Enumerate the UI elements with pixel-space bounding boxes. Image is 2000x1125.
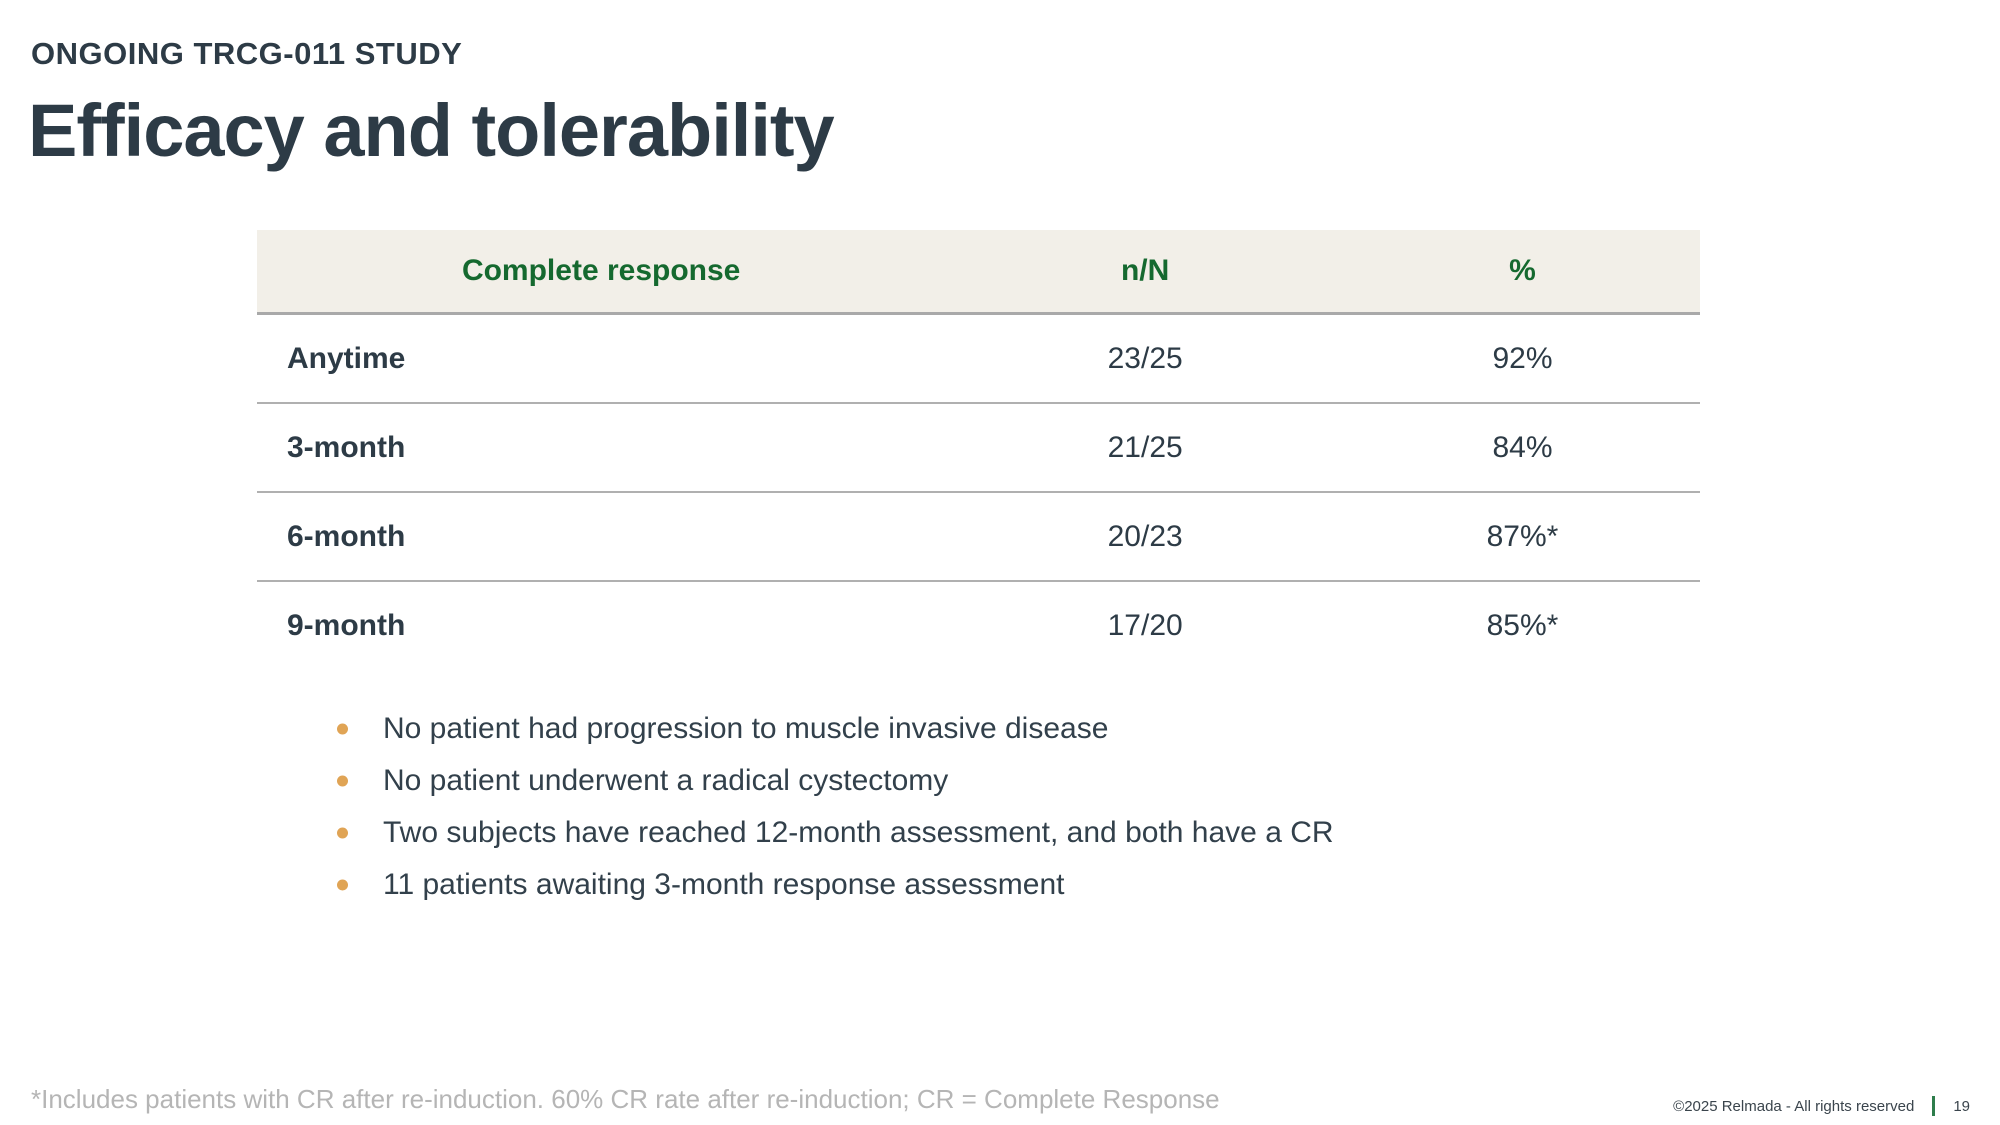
row-n-over-N: 23/25 [1107, 341, 1183, 375]
bullet-text: 11 patients awaiting 3-month response as… [383, 868, 1065, 901]
row-label: 3-month [287, 430, 406, 464]
list-item: Two subjects have reached 12-month asses… [337, 807, 1334, 859]
table-row: 3-month 21/25 84% [257, 404, 1700, 493]
table-row: 6-month 20/23 87%* [257, 493, 1700, 582]
row-label: Anytime [287, 341, 406, 375]
complete-response-table: Complete response n/N % Anytime 23/25 92… [257, 230, 1700, 669]
bullet-dot-icon [337, 879, 348, 891]
copyright-text: ©2025 Relmada - All rights reserved [1673, 1097, 1915, 1115]
footer: ©2025 Relmada - All rights reserved 19 [1673, 1096, 1970, 1116]
bullet-dot-icon [337, 775, 348, 787]
row-n-over-N: 17/20 [1107, 608, 1183, 642]
footnote: *Includes patients with CR after re-indu… [31, 1084, 1220, 1114]
table-header-row: Complete response n/N % [257, 230, 1700, 315]
table-row: Anytime 23/25 92% [257, 315, 1700, 404]
slide-kicker: ONGOING TRCG-011 STUDY [31, 36, 463, 71]
row-percent: 92% [1492, 341, 1553, 375]
row-label: 9-month [287, 608, 406, 642]
bullet-dot-icon [337, 723, 348, 735]
page-divider-bar [1932, 1096, 1936, 1116]
list-item: No patient had progression to muscle inv… [337, 703, 1334, 755]
row-percent: 87%* [1486, 519, 1559, 553]
row-percent: 84% [1492, 430, 1553, 464]
page-title: Efficacy and tolerability [28, 89, 835, 172]
row-label: 6-month [287, 519, 406, 553]
bullet-dot-icon [337, 827, 348, 839]
column-header-complete-response: Complete response [461, 254, 741, 287]
bullet-text: No patient underwent a radical cystectom… [383, 764, 949, 797]
list-item: No patient underwent a radical cystectom… [337, 755, 1334, 807]
row-n-over-N: 21/25 [1107, 430, 1183, 464]
column-header-n-over-N: n/N [1120, 254, 1170, 287]
key-findings-list: No patient had progression to muscle inv… [337, 703, 1334, 911]
row-percent: 85%* [1486, 608, 1559, 642]
table-row: 9-month 17/20 85%* [257, 582, 1700, 669]
list-item: 11 patients awaiting 3-month response as… [337, 859, 1334, 911]
row-n-over-N: 20/23 [1107, 519, 1183, 553]
column-header-percent: % [1509, 254, 1536, 287]
bullet-text: Two subjects have reached 12-month asses… [383, 816, 1334, 849]
page-number: 19 [1953, 1097, 1970, 1115]
bullet-text: No patient had progression to muscle inv… [383, 712, 1109, 745]
